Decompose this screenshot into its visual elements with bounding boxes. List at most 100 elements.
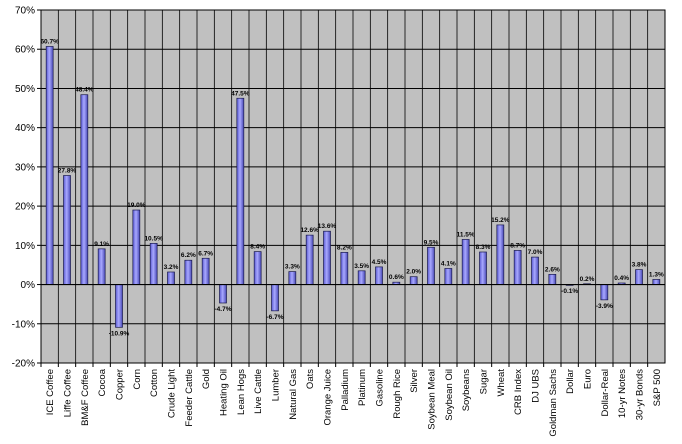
data-label: 11.5% [457, 231, 475, 238]
x-tick-label: Cocoa [97, 368, 108, 396]
bar [409, 276, 418, 285]
bar [167, 271, 175, 285]
bar [115, 284, 123, 328]
x-tick-label: Corn [132, 369, 143, 390]
data-label: -4.7% [215, 306, 232, 313]
x-tick-label: Heating Oil [219, 369, 230, 416]
data-label: 7.0% [528, 249, 543, 256]
x-tick-label: Palladium [340, 369, 351, 411]
x-tick-label: Copper [115, 369, 126, 400]
data-label: 0.2% [580, 276, 595, 283]
x-tick-label: Silver [409, 369, 420, 393]
bar [80, 94, 89, 285]
bar [652, 279, 661, 285]
x-tick-label: Live Cattle [253, 369, 264, 414]
bar [531, 256, 539, 285]
data-labels: 60.7%27.8%48.4%9.1%-10.9%19.0%10.5%3.2%6… [40, 38, 664, 337]
x-tick-label: Orange Juice [323, 369, 334, 426]
bar [253, 251, 262, 285]
x-tick-label: Dollar-Real [600, 369, 611, 417]
data-label: 1.3% [649, 271, 664, 278]
data-label: 3.5% [354, 263, 369, 270]
x-tick-label: Cotton [149, 369, 160, 397]
data-label: 6.7% [198, 250, 213, 257]
data-label: 8.7% [510, 242, 525, 249]
bar [149, 243, 158, 285]
data-label: 47.5% [231, 90, 250, 97]
bar [288, 271, 297, 285]
bar [600, 284, 609, 301]
data-label: -0.1% [561, 288, 578, 295]
x-tick-label: Dollar [565, 369, 576, 394]
data-label: 19.0% [127, 202, 146, 209]
y-tick-label: 70% [15, 6, 35, 17]
bar [444, 268, 453, 285]
x-tick-label: S&P 500 [652, 369, 663, 406]
x-axis-categories: ICE Coffee Liffe Coffee BM&F Coffee Cocoa Co… [40, 363, 663, 437]
data-label: 9.5% [424, 239, 439, 246]
bar [375, 266, 383, 285]
bar [97, 248, 106, 285]
y-tick-label: 30% [15, 162, 35, 173]
x-tick-label: Oats [305, 369, 316, 389]
x-tick-label: Sugar [479, 369, 490, 394]
data-label: 8.2% [337, 244, 352, 251]
bar [513, 250, 522, 285]
y-tick-label: 0% [21, 280, 36, 291]
bar [357, 270, 366, 285]
bar [305, 234, 314, 285]
data-label: 13.6% [318, 223, 337, 230]
data-label: -6.7% [267, 314, 284, 321]
data-label: 0.6% [389, 274, 404, 281]
data-label: 3.8% [632, 262, 647, 269]
data-label: -3.9% [596, 303, 613, 310]
x-tick-label: Crude Light [167, 369, 178, 418]
x-tick-label: Soybean Meal [427, 369, 438, 430]
x-tick-label: Euro [583, 369, 594, 389]
y-tick-label: 10% [15, 241, 35, 252]
bar [45, 46, 54, 285]
y-tick-label: 60% [15, 45, 35, 56]
y-tick-label: -20% [12, 359, 35, 370]
bar [236, 97, 245, 285]
x-tick-label: Soybeans [461, 369, 472, 412]
data-label: 60.7% [40, 38, 59, 45]
x-tick-label: DJ UBS [531, 369, 542, 403]
x-tick-label: Soybean Oil [444, 369, 455, 421]
x-tick-label: Gold [201, 369, 212, 389]
data-label: 6.2% [181, 252, 196, 259]
bar [271, 284, 279, 312]
data-label: 10.5% [144, 235, 163, 242]
bar [461, 239, 470, 285]
data-label: 3.2% [164, 264, 179, 271]
x-tick-label: Feeder Cattle [184, 369, 195, 427]
data-label: 8.3% [476, 244, 491, 251]
y-tick-label: -10% [12, 319, 35, 330]
x-tick-label: BM&F Coffee [80, 369, 91, 426]
x-tick-label: 10-yr Notes [617, 369, 628, 418]
data-label: 4.1% [441, 260, 456, 267]
x-tick-label: 30-yr Bonds [635, 369, 646, 420]
x-tick-label: Gasoline [375, 369, 386, 407]
bar [219, 284, 227, 304]
x-tick-label: ICE Coffee [45, 369, 56, 415]
data-label: 4.5% [372, 259, 387, 266]
data-label: 15.2% [491, 217, 510, 224]
x-tick-label: Lumber [271, 369, 282, 401]
data-label: 9.1% [94, 241, 109, 248]
data-label: 27.8% [58, 168, 77, 175]
bar [63, 175, 71, 285]
x-tick-label: Lean Hogs [236, 369, 247, 415]
bar [340, 252, 349, 285]
bar [635, 269, 643, 285]
y-axis-ticks: -20% -10% 0% 10% 20% 30% 40% 50% 60% 70% [12, 6, 41, 370]
x-tick-label: Natural Gas [288, 369, 299, 420]
data-label: 8.4% [250, 244, 265, 251]
data-label: 2.6% [545, 266, 560, 273]
bar [132, 209, 141, 285]
x-tick-label: CRB Index [513, 369, 524, 415]
bar [496, 224, 505, 285]
bar [427, 246, 435, 285]
y-tick-label: 40% [15, 123, 35, 134]
